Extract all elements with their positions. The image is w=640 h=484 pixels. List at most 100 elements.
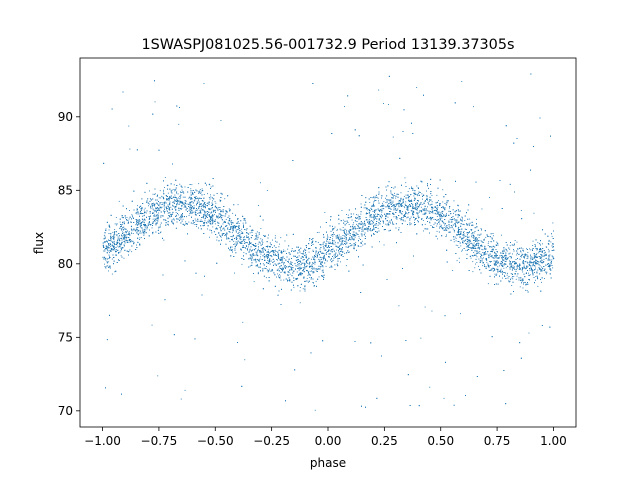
scatter-point xyxy=(359,227,361,228)
scatter-point xyxy=(192,191,193,193)
scatter-point xyxy=(314,263,316,265)
scatter-point xyxy=(268,268,270,270)
scatter-point xyxy=(331,246,332,247)
scatter-point xyxy=(272,252,274,254)
scatter-point xyxy=(483,254,485,256)
scatter-point xyxy=(105,259,107,261)
scatter-point xyxy=(248,233,250,235)
scatter-point xyxy=(537,242,539,244)
scatter-point xyxy=(160,232,161,234)
scatter-point xyxy=(139,237,141,239)
scatter-point xyxy=(436,207,437,209)
scatter-point xyxy=(260,238,262,240)
scatter-point xyxy=(418,204,420,206)
scatter-point xyxy=(200,193,202,194)
scatter-point xyxy=(543,258,545,260)
scatter-point xyxy=(546,273,547,275)
scatter-point xyxy=(330,265,332,267)
scatter-point xyxy=(199,189,201,191)
scatter-point xyxy=(154,216,156,217)
scatter-point xyxy=(323,256,325,258)
scatter-point xyxy=(121,223,123,225)
scatter-point xyxy=(551,255,553,257)
scatter-point xyxy=(272,261,273,263)
scatter-point xyxy=(348,246,349,248)
scatter-point xyxy=(464,228,466,230)
scatter-point xyxy=(177,201,179,203)
scatter-point xyxy=(544,278,545,279)
scatter-point xyxy=(473,242,475,244)
scatter-point xyxy=(345,243,347,245)
scatter-point xyxy=(492,235,494,237)
scatter-point xyxy=(535,260,537,262)
scatter-point xyxy=(494,269,496,271)
scatter-point xyxy=(335,235,337,237)
scatter-point xyxy=(142,220,144,222)
scatter-point xyxy=(274,260,275,262)
scatter-point xyxy=(260,253,262,255)
scatter-point xyxy=(432,212,434,214)
scatter-point xyxy=(493,257,495,259)
scatter-point xyxy=(318,231,320,233)
scatter-point xyxy=(158,197,160,199)
scatter-point xyxy=(532,265,534,267)
scatter-point xyxy=(278,246,280,248)
scatter-point xyxy=(438,212,440,214)
scatter-point xyxy=(431,208,433,210)
scatter-point xyxy=(131,214,133,216)
scatter-point xyxy=(461,250,463,252)
scatter-point xyxy=(143,215,145,217)
scatter-point xyxy=(165,207,167,209)
scatter-point xyxy=(491,237,493,239)
scatter-point xyxy=(517,264,519,266)
scatter-point xyxy=(481,258,483,260)
scatter-point xyxy=(402,220,404,222)
scatter-point xyxy=(322,266,324,268)
scatter-point xyxy=(505,260,507,262)
scatter-point xyxy=(365,229,367,231)
scatter-point xyxy=(362,244,364,246)
scatter-point xyxy=(170,191,172,193)
scatter-point xyxy=(404,214,406,215)
scatter-point xyxy=(180,196,182,198)
scatter-point xyxy=(345,265,347,267)
scatter-point xyxy=(170,206,172,208)
scatter-point xyxy=(203,222,205,223)
scatter-point xyxy=(256,252,258,254)
scatter-point xyxy=(377,197,379,199)
scatter-point xyxy=(457,216,459,218)
scatter-point xyxy=(472,236,474,238)
scatter-point xyxy=(220,211,222,213)
scatter-point xyxy=(230,228,232,230)
scatter-point xyxy=(264,256,266,258)
scatter-point xyxy=(178,123,180,125)
scatter-point xyxy=(370,216,372,218)
scatter-point xyxy=(536,275,538,277)
scatter-point xyxy=(494,270,496,271)
scatter-point xyxy=(143,234,145,236)
scatter-point xyxy=(462,234,464,235)
scatter-point xyxy=(259,258,261,260)
scatter-point xyxy=(210,221,212,223)
scatter-point xyxy=(374,210,375,212)
scatter-point xyxy=(404,220,406,222)
scatter-point xyxy=(313,257,315,259)
scatter-point xyxy=(154,205,156,207)
scatter-point xyxy=(111,273,113,275)
scatter-point xyxy=(120,250,122,252)
scatter-point xyxy=(287,274,288,276)
scatter-point xyxy=(117,234,119,236)
scatter-point xyxy=(453,241,455,243)
scatter-point xyxy=(124,237,126,239)
scatter-point xyxy=(348,230,349,232)
scatter-point xyxy=(295,265,297,267)
scatter-point xyxy=(530,249,532,251)
scatter-point xyxy=(324,212,326,213)
scatter-point xyxy=(490,255,492,257)
scatter-point xyxy=(527,252,529,253)
scatter-point xyxy=(211,217,213,219)
scatter-point xyxy=(433,218,435,220)
scatter-point xyxy=(117,236,119,238)
scatter-point xyxy=(115,224,117,226)
scatter-point xyxy=(428,201,430,202)
